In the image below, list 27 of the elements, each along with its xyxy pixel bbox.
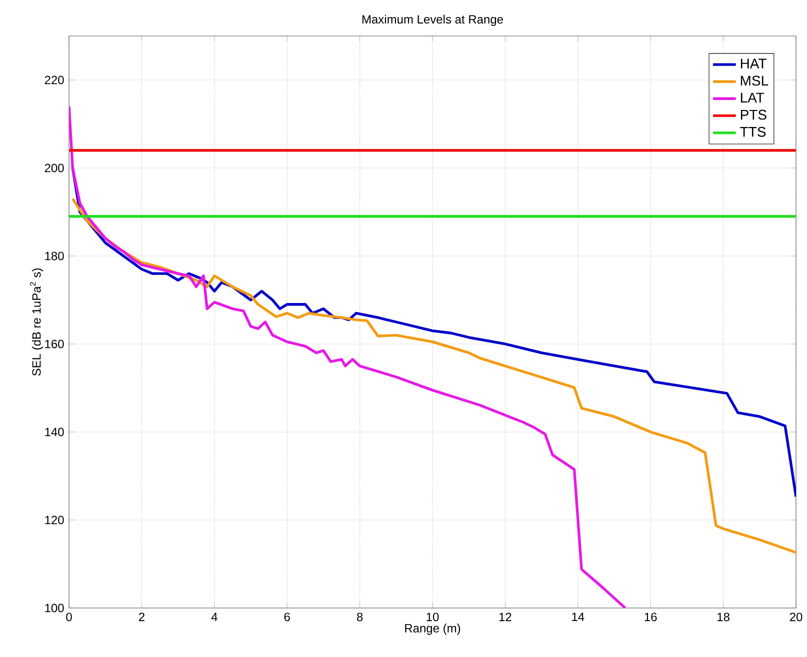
- legend-label: LAT: [740, 92, 764, 102]
- chart-title: Maximum Levels at Range: [362, 14, 503, 26]
- x-tick-label: 2: [138, 612, 144, 622]
- y-axis-title: SEL (dB re 1uPa$^{2}$ s): [30, 268, 44, 376]
- y-tick-label: 140: [45, 428, 64, 436]
- x-tick-label: 4: [211, 612, 218, 621]
- x-tick-label: 18: [718, 612, 730, 622]
- legend-label: MSL: [740, 76, 768, 86]
- x-tick-label: 14: [572, 612, 584, 621]
- legend-label: PTS: [740, 110, 766, 120]
- x-tick-label: 10: [426, 612, 439, 622]
- x-axis-title: Range (m): [405, 624, 460, 635]
- x-tick-label: 0: [66, 612, 72, 622]
- x-tick-label: 16: [644, 612, 657, 622]
- y-tick-label: 220: [44, 76, 64, 84]
- legend-label: HAT: [740, 58, 766, 68]
- y-tick-label: 180: [45, 252, 64, 260]
- y-tick-label: 200: [44, 164, 64, 172]
- y-tick-label: 120: [45, 516, 64, 524]
- y-tick-label: 160: [45, 340, 64, 348]
- x-tick-label: 8: [356, 612, 363, 622]
- y-tick-label: 100: [45, 604, 64, 612]
- x-tick-label: 12: [499, 612, 512, 622]
- line-series: [69, 105, 626, 608]
- x-tick-label: 6: [284, 612, 290, 622]
- legend-label: TTS: [740, 126, 766, 137]
- x-tick-label: 20: [790, 612, 802, 622]
